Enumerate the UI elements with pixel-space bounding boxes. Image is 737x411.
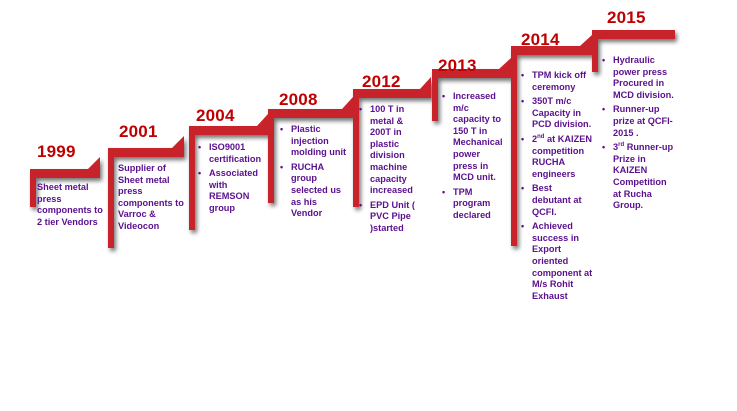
milestone-item: Sheet metal press components to 2 tier V… xyxy=(37,182,103,227)
year-2008: 2008 xyxy=(279,90,318,109)
milestone-item: Plastic injection molding unit xyxy=(280,124,350,159)
milestone-item: RUCHA group selected us as his Vendor xyxy=(280,162,350,220)
milestone-2008-text: Plastic injection molding unit RUCHA gro… xyxy=(280,124,350,223)
step-2012 xyxy=(353,77,431,207)
milestone-item: Increased m/c capacity to 150 T in Mecha… xyxy=(442,91,506,184)
ordinal-2nd: 2nd xyxy=(532,133,545,144)
milestone-2015-text: Hydraulic power press Procured in MCD di… xyxy=(602,55,674,215)
step-2001 xyxy=(108,136,184,248)
milestone-2001-text: Supplier of Sheet metal press components… xyxy=(118,163,188,233)
milestone-item: Hydraulic power press Procured in MCD di… xyxy=(602,55,674,101)
milestone-2013-text: Increased m/c capacity to 150 T in Mecha… xyxy=(442,91,506,225)
milestone-item: EPD Unit ( PVC Pipe )started xyxy=(359,200,423,235)
milestone-item: ISO9001 certification xyxy=(198,142,262,165)
step-2014 xyxy=(511,35,592,246)
milestone-item: Runner-up prize at QCFI-2015 . xyxy=(602,104,674,139)
milestone-2012-text: 100 T in metal & 200T in plastic divisio… xyxy=(359,104,423,238)
milestone-2014-text: TPM kick off ceremony 350T m/c Capacity … xyxy=(521,70,593,305)
milestone-1999-text: Sheet metal press components to 2 tier V… xyxy=(37,182,103,228)
ordinal-3rd: 3rd xyxy=(613,142,625,153)
year-2004: 2004 xyxy=(196,106,235,125)
milestone-item-text: at KAIZEN competition RUCHA engineers xyxy=(532,133,592,179)
milestone-item-3rd: 3rd Runner-up Prize in KAIZEN Competitio… xyxy=(602,142,674,212)
milestone-item: TPM program declared xyxy=(442,187,506,222)
milestone-item-2nd: 2nd at KAIZEN competition RUCHA engineer… xyxy=(521,134,593,180)
year-2015: 2015 xyxy=(607,8,646,27)
milestone-item: 100 T in metal & 200T in plastic divisio… xyxy=(359,104,423,197)
milestone-item: Best debutant at QCFI. xyxy=(521,183,593,218)
milestone-item: 350T m/c Capacity in PCD division. xyxy=(521,96,593,131)
milestone-2004-text: ISO9001 certification Associated with RE… xyxy=(198,142,262,218)
step-2008 xyxy=(268,97,353,203)
milestone-item: Achieved success in Export oriented comp… xyxy=(521,221,593,302)
step-1999 xyxy=(30,157,100,207)
year-1999: 1999 xyxy=(37,142,76,161)
year-2014: 2014 xyxy=(521,30,560,49)
milestone-item: TPM kick off ceremony xyxy=(521,70,593,93)
step-2004 xyxy=(189,114,268,230)
year-2013: 2013 xyxy=(438,56,477,75)
year-2001: 2001 xyxy=(119,122,158,141)
year-2012: 2012 xyxy=(362,72,401,91)
step-2015 xyxy=(592,30,675,72)
milestone-item: Supplier of Sheet metal press components… xyxy=(118,163,184,231)
milestone-item-text: Runner-up Prize in KAIZEN Competition at… xyxy=(613,142,674,211)
step-2013 xyxy=(432,58,511,121)
milestone-item: Associated with REMSON group xyxy=(198,168,262,214)
